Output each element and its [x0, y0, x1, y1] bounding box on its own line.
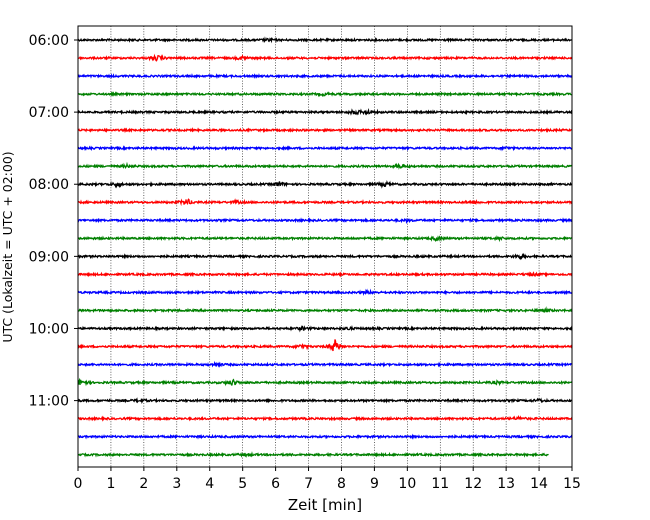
trace-line	[77, 414, 573, 422]
y-tick-label: 10:00	[29, 321, 69, 337]
y-tick-label: 07:00	[29, 105, 69, 121]
trace-line	[77, 36, 573, 44]
trace-line	[77, 451, 549, 458]
y-axis-ticks: 06:00 07:00 08:00 09:00 10:00 11:00	[29, 33, 78, 410]
x-tick-label: 5	[238, 476, 247, 492]
trace-line	[77, 252, 573, 261]
x-tick-label: 4	[205, 476, 214, 492]
trace-line	[77, 145, 573, 152]
trace-line	[77, 108, 573, 116]
trace-line	[77, 91, 573, 98]
x-tick-label: 9	[370, 476, 379, 492]
x-tick-label: 14	[530, 476, 548, 492]
trace-line	[77, 360, 573, 368]
y-tick-label: 09:00	[29, 249, 69, 265]
trace-line	[77, 161, 573, 170]
x-tick-label: 3	[172, 476, 181, 492]
grid-lines	[110, 26, 540, 467]
trace-line	[77, 339, 573, 352]
x-axis-ticks: 0 1 2 3 4 5 6 7 8 9 10 11 12 13 14 15	[74, 467, 581, 492]
trace-line	[77, 306, 573, 314]
x-tick-label: 0	[74, 476, 83, 492]
y-axis-label: UTC (Lokalzeit = UTC + 02:00)	[0, 151, 15, 342]
trace-line	[77, 198, 573, 207]
trace-line	[77, 325, 573, 333]
trace-line	[77, 235, 573, 243]
trace-line	[77, 377, 573, 387]
y-tick-label: 06:00	[29, 33, 69, 49]
y-tick-label: 08:00	[29, 177, 69, 193]
x-tick-label: 2	[139, 476, 148, 492]
y-tick-label: 11:00	[29, 394, 69, 410]
x-tick-label: 1	[106, 476, 115, 492]
trace-line	[77, 271, 573, 278]
trace-line	[77, 397, 573, 404]
x-tick-label: 8	[337, 476, 346, 492]
x-tick-label: 15	[563, 476, 581, 492]
x-tick-label: 6	[271, 476, 280, 492]
trace-line	[77, 127, 573, 134]
plot-frame	[77, 25, 573, 468]
x-axis-label: Zeit [min]	[288, 496, 362, 514]
seismic-traces	[77, 36, 573, 458]
trace-line	[77, 433, 573, 440]
x-tick-label: 13	[497, 476, 515, 492]
x-tick-label: 7	[304, 476, 313, 492]
trace-line	[77, 53, 573, 62]
x-tick-label: 10	[398, 476, 416, 492]
x-tick-label: 12	[464, 476, 482, 492]
trace-line	[77, 73, 573, 80]
trace-line	[77, 288, 573, 297]
trace-line	[77, 179, 573, 189]
trace-line	[77, 217, 573, 225]
x-tick-label: 11	[431, 476, 449, 492]
